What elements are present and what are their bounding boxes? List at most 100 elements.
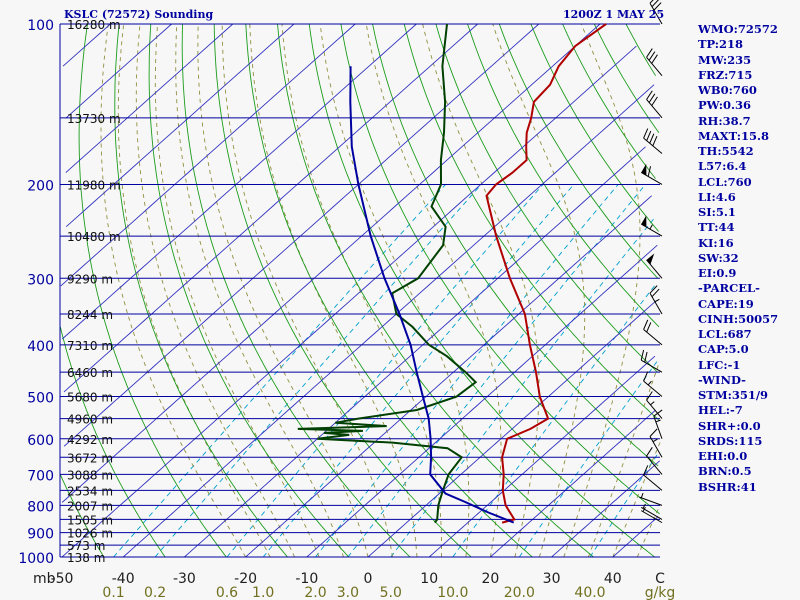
dry-adiabat-line [467,23,660,328]
wind-barb [649,0,663,25]
index-value: BSHR:41 [698,479,757,494]
wind-barb-half-feather [650,401,655,406]
isotherm-line [60,23,356,287]
index-value: WB0:760 [698,83,757,97]
index-value: BRN:0.5 [698,464,752,479]
pressure-tick-label: 900 [27,527,54,543]
height-level-label: 11980 m [67,178,121,192]
wind-barb-staff [643,329,663,346]
wind-barb-staff [649,436,663,458]
wind-barb-feather [647,166,652,177]
isotherm-line [62,23,111,67]
wind-barb [649,285,663,315]
height-level-label: 7310 m [67,339,113,353]
index-value: FRZ:715 [698,67,753,82]
wind-barb [646,48,663,76]
wind-barb-feather [649,133,655,144]
height-level-label: 2007 m [67,499,113,513]
index-value: MW:235 [698,52,752,67]
height-level-label: 4960 m [67,413,113,427]
wind-barb-half-feather [654,298,660,303]
isotherm-line [63,23,478,393]
isotherm-line [428,355,656,558]
dry-adiabat-line [435,23,658,373]
wind-barb [639,492,663,506]
wind-barb [640,503,663,520]
wind-barb-feather [649,428,658,437]
height-level-label: 138 m [67,551,105,565]
wind-barb [643,128,663,154]
temperature-tick-label: -50 [51,571,74,587]
wind-barb-staff [639,496,663,506]
wind-barb-feather [649,285,658,294]
pressure-tick-label: 600 [27,433,54,449]
trace-temperature [485,23,607,524]
isotherm-line [65,23,234,173]
index-value: PW:0.36 [698,98,752,113]
chart-title-time: 1200Z 1 MAY 25 [563,8,665,21]
height-level-label: 4292 m [67,433,113,447]
index-value: TT:44 [698,220,735,235]
height-level-label: 1505 m [67,513,113,527]
dry-adiabat-line [403,23,660,422]
height-level-label: 3672 m [67,451,113,465]
wind-barb-pennant [646,253,655,265]
pressure-tick-label: 500 [27,391,54,407]
temperature-tick-label: -20 [234,571,257,587]
wind-barb-staff [640,506,663,520]
index-value: KI:16 [698,235,734,250]
index-value: LCL:760 [698,174,752,189]
pressure-tick-label: 700 [27,468,54,484]
sounding-traces [297,23,607,524]
mixing-ratio-tick-label: 5.0 [380,585,402,600]
wind-barb [649,428,663,458]
wind-barb-feather [651,0,659,8]
wind-barb [643,319,663,346]
temperature-tick-label: 40 [604,571,622,587]
wind-barb-feather [646,130,652,141]
index-value: SW:32 [698,250,739,265]
mixing-ratio-unit-label: g/kg [645,585,676,600]
sounding-indices-list: WMO:72572 TP:218 MW:235 FRZ:715 WB0:760 PW:0.… [698,22,800,495]
isotherm-line [65,23,172,119]
index-value: RH:38.7 [698,113,751,128]
wind-barb-staff [643,474,663,491]
isobars [59,23,660,558]
mixing-ratio-tick-label: 2.0 [304,585,326,600]
height-level-label: 3088 m [67,468,113,482]
index-value: MAXT:15.8 [698,128,769,143]
isotherm-line [612,516,659,558]
wind-barb-half-feather [652,438,658,443]
index-value: L57:6.4 [698,159,747,174]
mixing-ratio-tick-label: 40.0 [574,585,605,600]
wind-barb [640,163,663,185]
wind-barb [643,465,663,491]
isotherm-line [367,300,657,558]
wind-barb-half-feather [647,380,652,386]
wind-barb-feather [653,2,662,11]
index-value: LI:4.6 [698,189,736,204]
height-level-label: 16280 m [67,18,121,32]
wind-barb-feather [646,322,652,333]
isotherms [60,23,661,558]
isotherm-line [122,84,655,558]
wind-barb-feather [644,351,648,363]
trace-dew-point [297,23,478,524]
wind-barb-feather [643,128,649,139]
height-level-label: 9290 m [67,272,113,286]
wind-barb [646,447,663,475]
isotherm-line [63,23,540,447]
temperature-unit-label: C [655,571,665,587]
temperature-tick-label: 0 [364,571,373,587]
index-value: SRDS:115 [698,433,763,448]
index-value: WMO:72572 [698,22,778,36]
pressure-tick-label: 300 [27,272,54,288]
temperature-tick-label: -10 [295,571,318,587]
index-value: CAP:5.0 [698,342,749,357]
index-value: LFC:-1 [698,357,741,372]
index-value: -PARCEL- [698,281,760,296]
wind-barb-feather [646,447,653,457]
wind-barb-feather [649,0,654,4]
wind-barb-feather [651,288,660,298]
